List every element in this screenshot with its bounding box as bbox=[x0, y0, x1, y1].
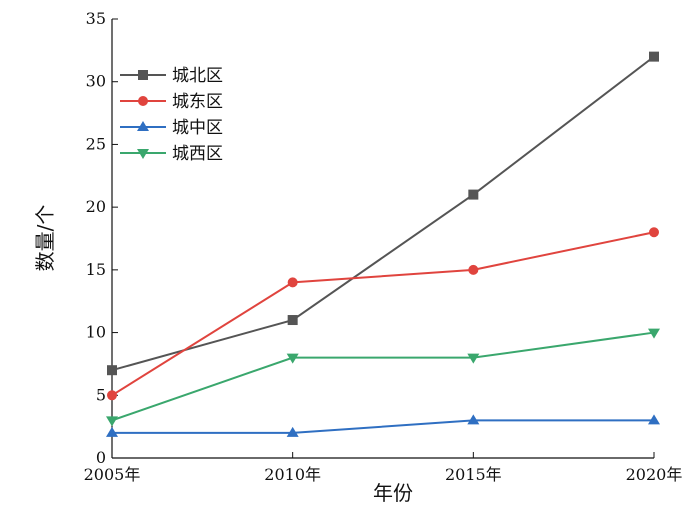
axes: 0 5 10 15 20 25 30 35 2005年 2010年 2015年 2020年 bbox=[84, 9, 683, 484]
data-point bbox=[107, 390, 117, 401]
series-line bbox=[112, 419, 654, 434]
legend-marker bbox=[137, 121, 149, 131]
series-line bbox=[111, 331, 655, 422]
data-point bbox=[286, 426, 299, 437]
legend-item: 城西区 bbox=[120, 144, 223, 164]
y-tick-label: 25 bbox=[86, 134, 106, 153]
data-point bbox=[286, 353, 299, 364]
data-point bbox=[106, 426, 118, 437]
data-point bbox=[106, 416, 118, 427]
legend-item: 城中区 bbox=[120, 118, 223, 138]
y-axis-title: 数量/个 bbox=[33, 205, 57, 272]
x-tick-label: 2010年 bbox=[264, 465, 321, 484]
legend-label: 城西区 bbox=[172, 144, 223, 164]
legend-label: 城东区 bbox=[172, 92, 223, 112]
series-4 bbox=[106, 328, 660, 427]
x-tick-label: 2020年 bbox=[626, 465, 683, 484]
data-point bbox=[648, 328, 660, 339]
legend-marker bbox=[138, 70, 148, 80]
series-line bbox=[111, 231, 655, 397]
x-axis-title: 年份 bbox=[373, 481, 413, 505]
legend-label: 城北区 bbox=[172, 66, 223, 86]
data-point bbox=[648, 414, 660, 425]
y-tick-label: 30 bbox=[86, 72, 106, 91]
data-point bbox=[649, 51, 659, 62]
legend-item: 城北区 bbox=[120, 66, 223, 86]
series-line bbox=[111, 55, 655, 372]
data-point bbox=[287, 277, 298, 288]
data-point bbox=[468, 264, 479, 275]
legend-item: 城东区 bbox=[120, 92, 223, 112]
series-group bbox=[106, 51, 660, 437]
legend-label: 城中区 bbox=[172, 118, 223, 138]
series-1 bbox=[107, 51, 659, 376]
data-point bbox=[468, 189, 479, 200]
y-tick-label: 0 bbox=[96, 448, 106, 467]
data-point bbox=[467, 353, 480, 364]
legend-marker bbox=[138, 96, 148, 106]
x-tick-label: 2015年 bbox=[445, 465, 502, 484]
y-tick-label: 10 bbox=[86, 323, 106, 342]
y-tick-label: 20 bbox=[86, 197, 106, 216]
y-tick-label: 15 bbox=[86, 260, 106, 279]
y-tick-label: 5 bbox=[96, 385, 106, 404]
data-point bbox=[467, 414, 480, 425]
data-point bbox=[107, 365, 117, 376]
data-point bbox=[649, 227, 659, 238]
series-3 bbox=[106, 414, 660, 437]
y-tick-label: 35 bbox=[86, 9, 106, 28]
x-tick-label: 2005年 bbox=[84, 465, 141, 484]
legend-marker bbox=[137, 149, 149, 159]
data-point bbox=[287, 315, 298, 326]
series-2 bbox=[107, 227, 659, 401]
